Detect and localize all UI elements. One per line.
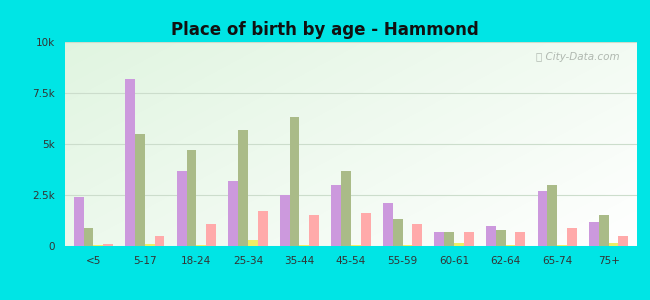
Bar [73,197,84,246]
Bar [486,226,496,246]
Bar [177,170,187,246]
Bar [155,236,164,246]
Bar [300,245,309,246]
Bar [567,228,577,246]
Bar [547,185,557,246]
Bar [464,232,474,246]
Bar [402,245,412,246]
Bar [383,203,393,246]
Bar [206,224,216,246]
Bar [589,221,599,246]
Bar [412,224,422,246]
Bar [84,228,94,246]
Bar [393,220,402,246]
Bar [454,243,464,246]
Bar [228,181,238,246]
Bar [361,213,370,246]
Bar [608,243,618,246]
Bar [238,130,248,246]
Bar [557,245,567,246]
Bar [599,215,608,246]
Bar [351,245,361,246]
Bar [444,232,454,246]
Bar [258,211,268,246]
Bar [434,232,444,246]
Bar [515,232,525,246]
Bar [135,134,145,246]
Bar [506,245,515,246]
Bar [290,118,300,246]
Text: ⓘ City-Data.com: ⓘ City-Data.com [536,52,620,62]
Bar [496,230,506,246]
Bar [187,150,196,246]
Bar [125,79,135,246]
Bar [332,185,341,246]
Text: Place of birth by age - Hammond: Place of birth by age - Hammond [171,21,479,39]
Bar [280,195,290,246]
Bar [145,244,155,246]
Bar [196,245,206,246]
Bar [538,191,547,246]
Bar [94,245,103,246]
Bar [341,170,351,246]
Bar [103,244,113,246]
Bar [618,236,629,246]
Bar [309,215,319,246]
Bar [248,240,258,246]
